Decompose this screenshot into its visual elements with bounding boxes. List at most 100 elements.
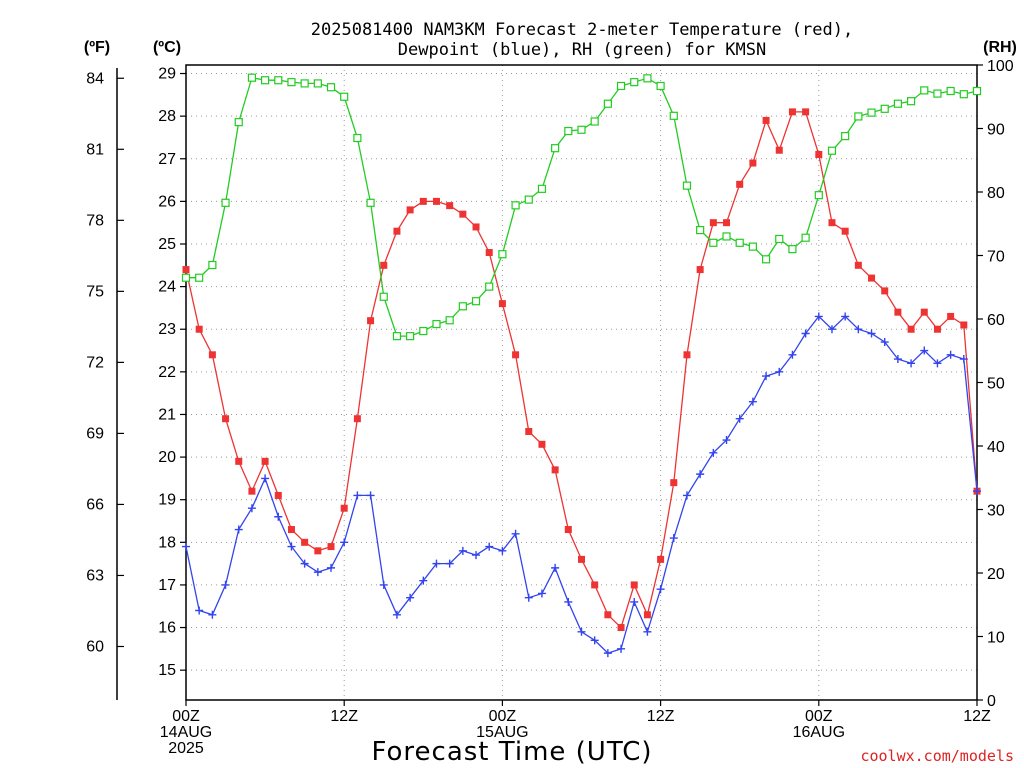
- dewpoint-point: [234, 525, 243, 534]
- temperature-line: [185, 111, 978, 629]
- dewpoint-point: [696, 470, 705, 479]
- rh-point: [735, 238, 744, 247]
- temperature-point: [907, 325, 915, 333]
- rh-point: [445, 316, 454, 325]
- dewpoint-point: [656, 585, 665, 594]
- rh-point: [959, 90, 968, 99]
- dewpoint-point: [340, 538, 349, 547]
- temperature-point: [274, 491, 282, 499]
- rh-tick-label: 20: [987, 566, 1005, 583]
- dewpoint-point: [841, 312, 850, 321]
- temperature-point: [775, 146, 783, 154]
- dewpoint-point: [867, 329, 876, 338]
- temperature-point: [630, 581, 638, 589]
- plot-frame: [185, 64, 978, 701]
- source-credit: coolwx.com/models: [860, 747, 1014, 765]
- x-tick-label: 00Z: [805, 708, 833, 725]
- dewpoint-point: [287, 542, 296, 551]
- dewpoint-point: [946, 350, 955, 359]
- rh-point: [261, 76, 270, 85]
- rh-point: [419, 326, 428, 336]
- rh-point: [577, 125, 586, 134]
- temperature-point: [841, 227, 849, 235]
- dewpoint-point: [854, 325, 863, 334]
- temperature-point: [670, 479, 678, 487]
- temperature-point: [947, 312, 955, 320]
- dewpoint-point: [814, 312, 823, 321]
- x-tick-label: 12Z: [330, 708, 358, 725]
- temperature-point: [525, 428, 533, 436]
- rh-tick-label: 80: [987, 185, 1005, 202]
- dewpoint-point: [893, 355, 902, 364]
- temperature-point: [683, 351, 691, 359]
- temperature-point: [195, 325, 203, 333]
- rh-point: [616, 81, 626, 91]
- dewpoint-point: [353, 491, 362, 500]
- rh-point: [432, 319, 441, 329]
- temperature-point: [709, 219, 717, 227]
- dewpoint-point: [274, 512, 283, 521]
- dewpoint-point: [748, 397, 757, 406]
- temperature-point: [380, 261, 388, 269]
- temperature-point: [446, 202, 454, 210]
- dewpoint-point: [247, 504, 256, 513]
- rh-point: [300, 79, 309, 88]
- rh-point: [682, 181, 692, 190]
- dewpoint-point: [511, 529, 520, 538]
- temperature-point: [235, 457, 243, 465]
- temperature-point: [868, 274, 876, 282]
- x-tick-label: 14AUG: [160, 724, 212, 741]
- celsius-tick-label: 17: [158, 577, 176, 594]
- dewpoint-point: [445, 559, 454, 568]
- rh-point: [867, 108, 876, 117]
- dewpoint-point: [735, 414, 744, 423]
- rh-point: [946, 86, 955, 96]
- dewpoint-point: [472, 551, 481, 560]
- rh-point: [656, 81, 665, 91]
- rh-point: [366, 198, 375, 207]
- rh-tick-label: 0: [987, 693, 996, 710]
- dewpoint-point: [577, 627, 586, 636]
- dewpoint-point: [551, 563, 560, 572]
- data-series: [181, 73, 982, 658]
- temperature-point: [261, 457, 269, 465]
- dewpoint-point: [366, 491, 375, 500]
- rh-point: [511, 201, 520, 210]
- x-tick-label: 12Z: [647, 708, 675, 725]
- dewpoint-point: [669, 534, 678, 543]
- x-tick-label: 00Z: [172, 708, 200, 725]
- rh-point: [722, 232, 731, 241]
- celsius-tick-label: 22: [158, 364, 176, 381]
- rh-tick-label: 50: [987, 376, 1005, 393]
- dewpoint-point: [933, 359, 942, 368]
- rh-point: [221, 198, 230, 207]
- temperature-point: [604, 611, 612, 619]
- rh-point: [603, 99, 612, 108]
- fahrenheit-tick-label: 66: [86, 496, 104, 513]
- temperature-point: [485, 249, 493, 257]
- x-tick-label: 15AUG: [476, 724, 528, 741]
- dewpoint-point: [537, 589, 546, 598]
- rh-point: [247, 73, 257, 82]
- temperature-point: [762, 116, 770, 124]
- celsius-tick-label: 23: [158, 321, 176, 338]
- temperature-point: [248, 487, 256, 495]
- dewpoint-point: [432, 559, 441, 568]
- temperature-point: [287, 526, 295, 534]
- title-line-2: Dewpoint (blue), RH (green) for KMSN: [398, 40, 766, 60]
- temperature-point: [222, 415, 230, 423]
- rh-point: [801, 233, 810, 242]
- dewpoint-point: [300, 559, 309, 568]
- rh-point: [551, 144, 560, 153]
- rh-point: [841, 132, 850, 141]
- rh-point: [972, 86, 982, 96]
- temperature-point: [340, 504, 348, 512]
- rh-point: [669, 111, 678, 120]
- temperature-point: [406, 206, 414, 214]
- dewpoint-point: [327, 563, 336, 572]
- rh-point: [326, 83, 336, 92]
- dewpoint-point: [392, 610, 401, 619]
- temperature-point: [788, 108, 796, 116]
- dewpoint-point: [973, 487, 981, 496]
